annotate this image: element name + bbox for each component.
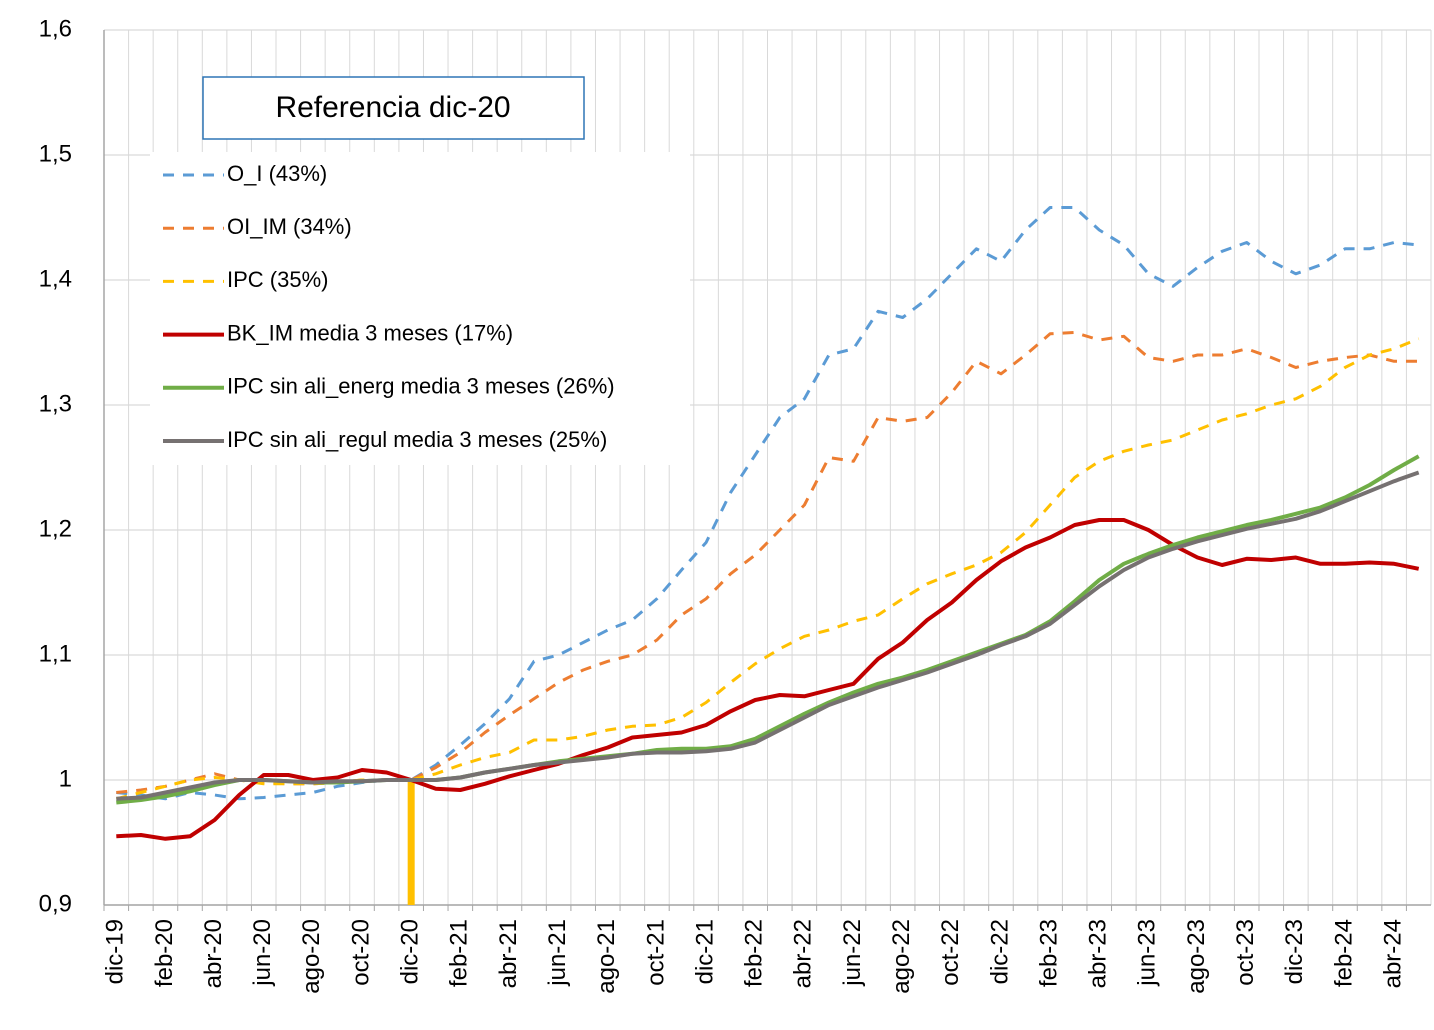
bar	[407, 780, 415, 905]
legend-label: IPC sin ali_regul media 3 meses (25%)	[227, 427, 607, 452]
x-tick-label: feb-21	[446, 919, 473, 987]
x-tick-label: oct-20	[347, 919, 374, 986]
annotation: Referencia dic-20	[275, 91, 510, 124]
x-tick-label: abr-22	[790, 919, 817, 988]
x-tick-label: ago-22	[888, 919, 915, 994]
line-series	[116, 470, 1420, 801]
x-tick-label: oct-23	[1232, 919, 1259, 986]
y-tick-label: 1,5	[39, 140, 72, 167]
x-tick-label: abr-20	[200, 919, 227, 988]
x-tick-label: jun-23	[1134, 919, 1161, 987]
x-tick-label: oct-21	[642, 919, 669, 986]
annotation-box	[202, 76, 585, 140]
y-tick-label: 1	[59, 765, 72, 792]
x-tick-label: dic-21	[691, 919, 718, 984]
x-tick-label: jun-22	[839, 919, 866, 987]
x-tick-label: jun-20	[249, 919, 276, 987]
x-tick-label: dic-19	[102, 919, 129, 984]
x-tick-label: ago-21	[593, 919, 620, 994]
legend-label: BK_IM media 3 meses (17%)	[227, 320, 513, 345]
legend-label: OI_IM (34%)	[227, 214, 352, 239]
y-tick-label: 1,6	[39, 15, 72, 42]
x-tick-label: feb-22	[741, 919, 768, 987]
line-series	[116, 206, 1419, 801]
x-tick-label: dic-23	[1281, 919, 1308, 984]
legend: O_I (43%) OI_IM (34%) IPC (35%) BK_IM media…	[150, 152, 690, 465]
legend-label: O_I (43%)	[227, 161, 327, 186]
y-tick-label: 1,1	[39, 640, 72, 667]
x-tick-label: dic-22	[986, 919, 1013, 984]
x-tick-label: abr-21	[495, 919, 522, 988]
plot	[115, 206, 1420, 905]
y-tick-label: 1,2	[39, 515, 72, 542]
y-tick-label: 0,9	[39, 890, 72, 917]
x-tick-label: dic-20	[397, 919, 424, 984]
legend-box	[150, 152, 690, 465]
x-tick-label: ago-20	[298, 919, 325, 994]
line-series	[116, 518, 1420, 841]
x-tick-label: feb-20	[151, 919, 178, 987]
legend-label: IPC sin ali_energ media 3 meses (26%)	[227, 374, 615, 399]
y-tick-label: 1,3	[39, 390, 72, 417]
y-tick-label: 1,4	[39, 265, 72, 292]
legend-label: IPC (35%)	[227, 267, 328, 292]
x-tick-label: jun-21	[544, 919, 571, 987]
x-tick-label: abr-23	[1085, 919, 1112, 988]
x-tick-label: feb-24	[1330, 919, 1357, 987]
x-tick-label: feb-23	[1035, 919, 1062, 987]
x-tick-label: oct-22	[937, 919, 964, 986]
x-tick-label: ago-23	[1183, 919, 1210, 994]
x-tick-label: abr-24	[1379, 919, 1406, 988]
